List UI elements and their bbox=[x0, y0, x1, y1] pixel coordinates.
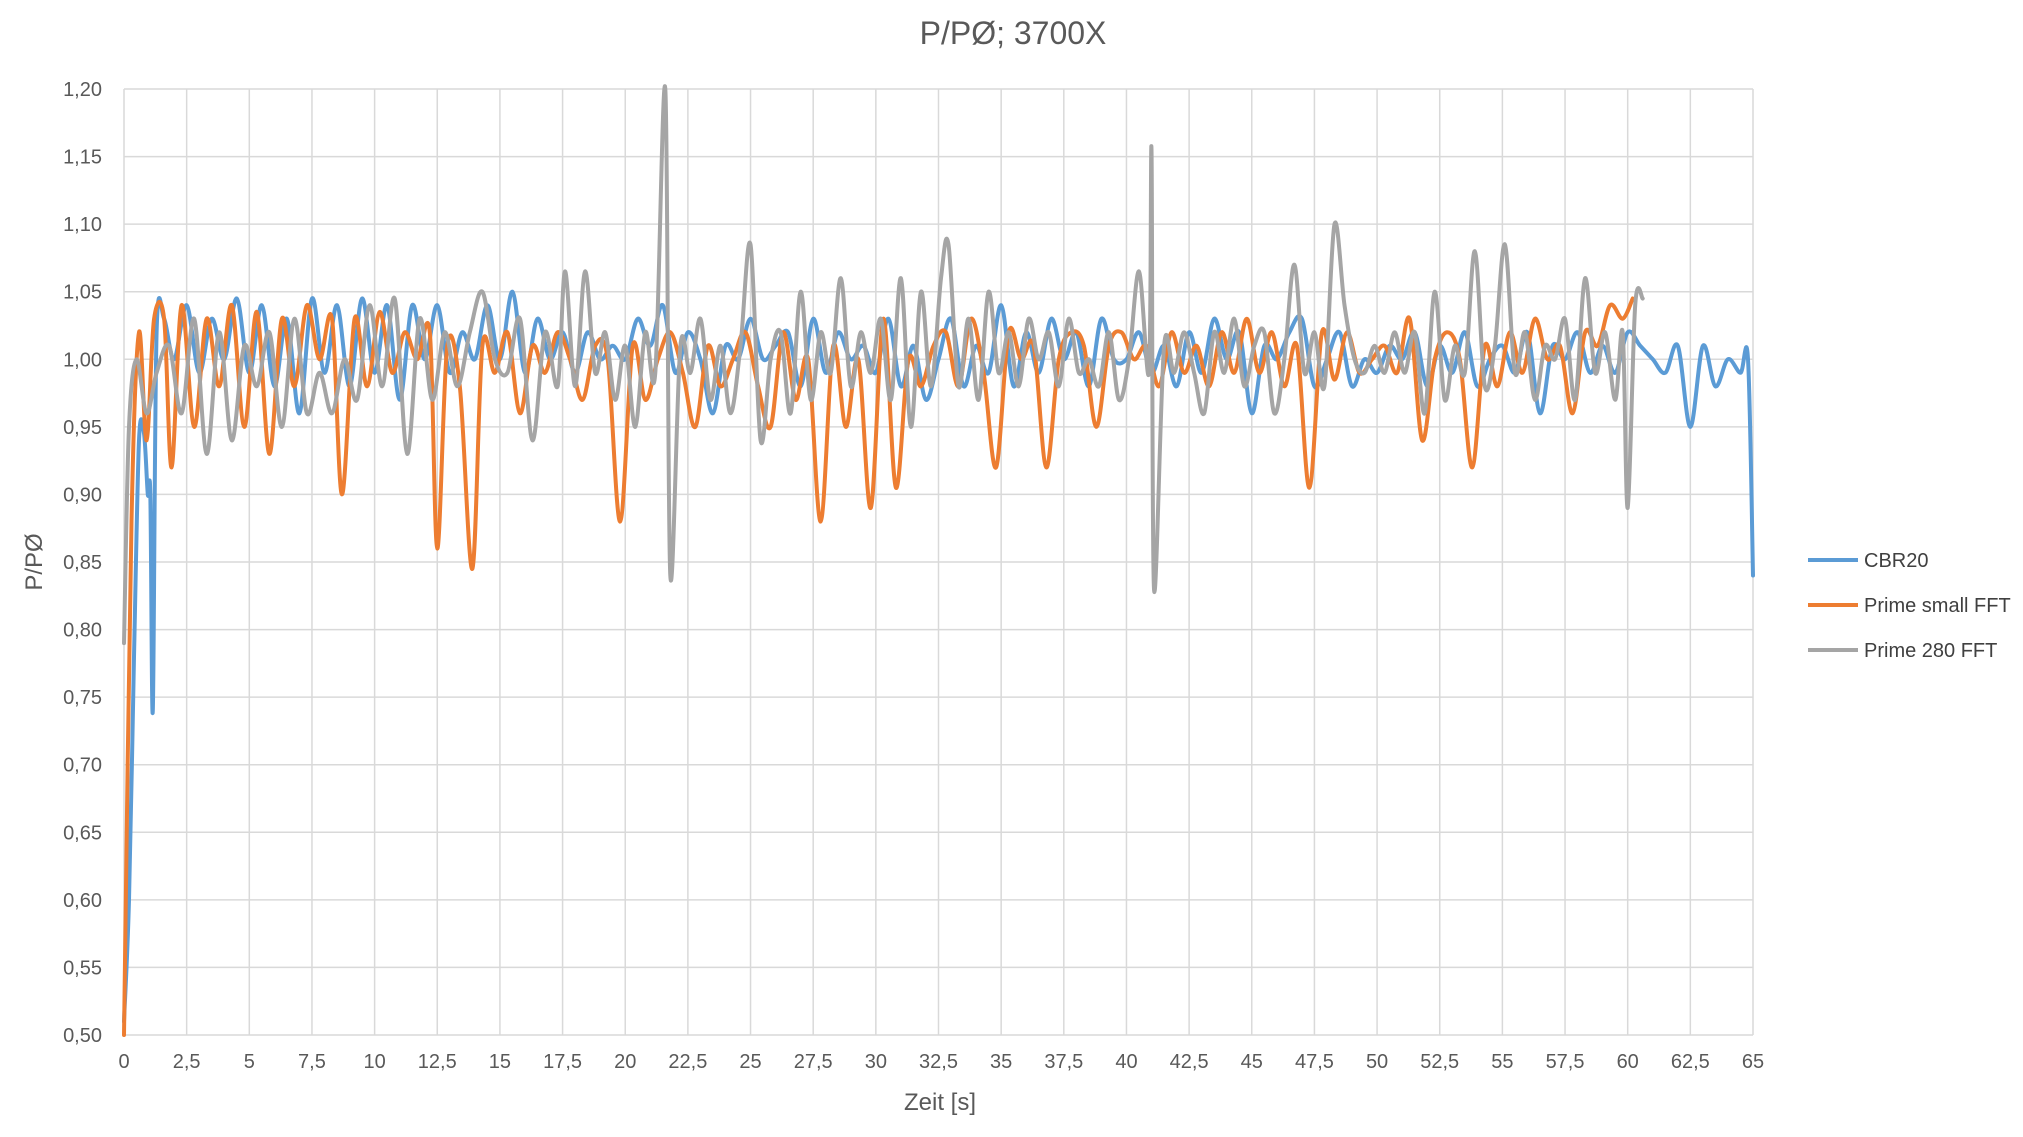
y-tick-label: 1,00 bbox=[63, 349, 102, 371]
legend: CBR20 Prime small FFT Prime 280 FFT bbox=[1808, 550, 2011, 662]
y-tick-label: 0,60 bbox=[63, 890, 102, 912]
y-tick-label: 0,90 bbox=[63, 484, 102, 506]
y-tick-label: 0,80 bbox=[63, 620, 102, 642]
x-tick-label: 47,5 bbox=[1295, 1051, 1334, 1073]
y-tick-label: 0,55 bbox=[63, 957, 102, 979]
x-tick-label: 20 bbox=[614, 1051, 636, 1073]
x-tick-label: 5 bbox=[244, 1051, 255, 1073]
y-tick-label: 1,15 bbox=[63, 147, 102, 169]
y-tick-label: 0,85 bbox=[63, 552, 102, 574]
x-tick-label: 0 bbox=[118, 1051, 129, 1073]
x-tick-label: 25 bbox=[739, 1051, 761, 1073]
y-axis-ticks: 0,50 0,55 0,60 0,65 0,70 0,75 0,80 0,85 0,90 0,95… bbox=[63, 79, 102, 1047]
x-tick-label: 22,5 bbox=[668, 1051, 707, 1073]
y-tick-label: 0,50 bbox=[63, 1025, 102, 1047]
x-tick-label: 42,5 bbox=[1170, 1051, 1209, 1073]
x-tick-label: 2,5 bbox=[173, 1051, 201, 1073]
y-tick-label: 1,05 bbox=[63, 282, 102, 304]
x-tick-label: 17,5 bbox=[543, 1051, 582, 1073]
y-tick-label: 0,95 bbox=[63, 417, 102, 439]
x-tick-label: 30 bbox=[865, 1051, 887, 1073]
x-tick-label: 62,5 bbox=[1671, 1051, 1710, 1073]
gridlines bbox=[123, 88, 1754, 1036]
y-tick-label: 0,70 bbox=[63, 755, 102, 777]
x-tick-label: 60 bbox=[1617, 1051, 1639, 1073]
series-line-2 bbox=[122, 296, 1635, 1037]
x-tick-label: 27,5 bbox=[794, 1051, 833, 1073]
series-line-3 bbox=[122, 84, 1645, 646]
x-tick-label: 45 bbox=[1241, 1051, 1263, 1073]
y-axis-title: P/PØ bbox=[21, 533, 48, 590]
chart-title: P/PØ; 3700X bbox=[920, 15, 1107, 51]
x-tick-label: 12,5 bbox=[418, 1051, 457, 1073]
y-tick-label: 1,10 bbox=[63, 214, 102, 236]
series-lines bbox=[122, 84, 1755, 1037]
x-tick-label: 40 bbox=[1115, 1051, 1137, 1073]
legend-label: Prime 280 FFT bbox=[1864, 640, 1997, 662]
y-tick-label: 1,20 bbox=[63, 79, 102, 101]
x-tick-label: 37,5 bbox=[1044, 1051, 1083, 1073]
y-tick-label: 0,75 bbox=[63, 687, 102, 709]
x-tick-label: 57,5 bbox=[1546, 1051, 1585, 1073]
x-tick-label: 7,5 bbox=[298, 1051, 326, 1073]
legend-label: Prime small FFT bbox=[1864, 595, 2011, 617]
x-tick-label: 15 bbox=[489, 1051, 511, 1073]
y-tick-label: 0,65 bbox=[63, 822, 102, 844]
x-tick-label: 52,5 bbox=[1420, 1051, 1459, 1073]
x-tick-label: 55 bbox=[1491, 1051, 1513, 1073]
x-tick-label: 35 bbox=[990, 1051, 1012, 1073]
legend-label: CBR20 bbox=[1864, 550, 1928, 572]
x-tick-label: 65 bbox=[1742, 1051, 1764, 1073]
x-tick-label: 10 bbox=[363, 1051, 385, 1073]
x-axis-title: Zeit [s] bbox=[904, 1089, 976, 1116]
x-axis-ticks: 0 2,5 5 7,5 10 12,5 15 17,5 20 22,5 25 27,5 30 32,5 35… bbox=[118, 1051, 1764, 1073]
x-tick-label: 32,5 bbox=[919, 1051, 958, 1073]
x-tick-label: 50 bbox=[1366, 1051, 1388, 1073]
